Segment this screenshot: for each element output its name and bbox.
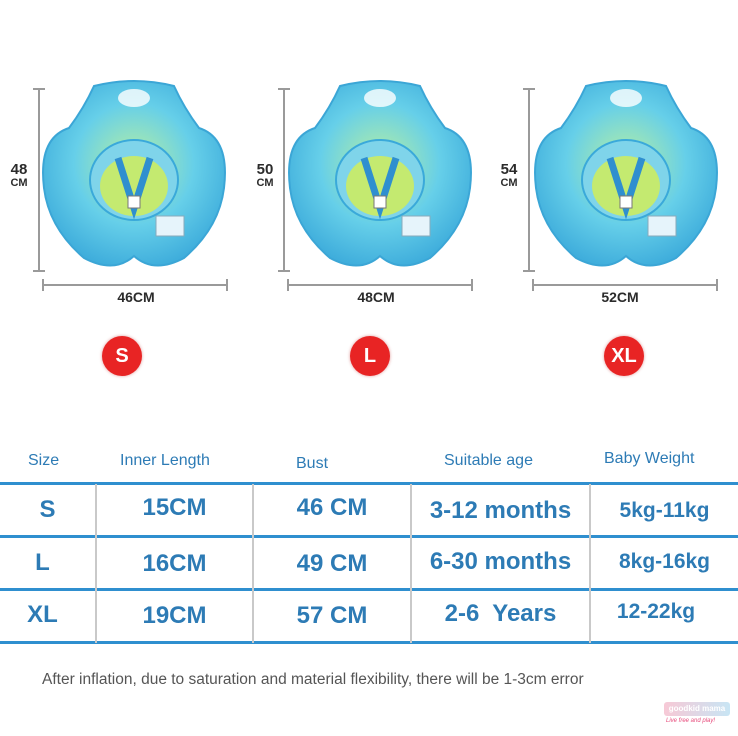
column-divider <box>252 484 254 643</box>
swim-float-image-s <box>34 78 234 278</box>
table-cell-inner-length: 19CM <box>142 602 207 629</box>
width-label-l: 48CM <box>357 289 395 305</box>
table-cell-weight: 5kg-11kg <box>619 499 710 522</box>
header-baby-weight: Baby Weight <box>604 450 695 467</box>
header-bust: Bust <box>296 455 329 472</box>
width-label-xl: 52CM <box>601 289 639 305</box>
table-rule-top <box>0 482 738 485</box>
height-dimension-line-xl <box>523 88 535 272</box>
header-suitable-age: Suitable age <box>444 452 533 469</box>
header-size: Size <box>28 452 60 469</box>
header-inner-length: Inner Length <box>120 452 210 469</box>
table-cell-size: S <box>39 496 56 523</box>
width-label-s: 46CM <box>117 289 155 305</box>
column-divider <box>589 484 591 643</box>
width-dimension-line-l <box>287 279 473 291</box>
width-dimension-line-s <box>42 279 228 291</box>
size-badge-s: S <box>102 336 142 376</box>
table-cell-inner-length: 15CM <box>142 494 207 521</box>
size-badge-l: L <box>350 336 390 376</box>
column-divider <box>95 484 97 643</box>
table-rule-1 <box>0 535 738 538</box>
height-label-l: 50 CM <box>256 161 274 189</box>
table-cell-weight: 12-22kg <box>616 600 696 623</box>
size-badge-xl: XL <box>604 336 644 376</box>
height-dimension-line-l <box>278 88 290 272</box>
table-cell-size: L <box>35 549 50 576</box>
watermark-tagline: Live free and play! <box>666 718 716 724</box>
table-cell-size: XL <box>27 601 58 628</box>
baby-swim-float-icon <box>534 80 718 267</box>
height-label-xl: 54 CM <box>500 161 518 189</box>
baby-swim-float-icon <box>42 80 226 267</box>
table-cell-age: 2-6 Years <box>444 600 557 627</box>
width-dimension-line-xl <box>532 279 718 291</box>
column-divider <box>410 484 412 643</box>
height-label-s: 48 CM <box>10 161 28 189</box>
table-cell-age: 6-30 months <box>429 548 572 575</box>
table-cell-weight: 8kg-16kg <box>618 550 711 573</box>
brand-watermark: goodkid mama Live free and play! <box>664 690 732 730</box>
table-rule-bottom <box>0 641 738 644</box>
table-cell-bust: 49 CM <box>296 550 368 577</box>
swim-float-image-l <box>280 78 480 278</box>
table-cell-inner-length: 16CM <box>142 550 207 577</box>
inflation-error-note: After inflation, due to saturation and m… <box>42 671 584 688</box>
table-rule-2 <box>0 588 738 591</box>
table-cell-bust: 46 CM <box>296 494 368 521</box>
height-dimension-line-s <box>33 88 45 272</box>
swim-float-image-xl <box>526 78 726 278</box>
table-cell-bust: 57 CM <box>296 602 368 629</box>
watermark-brand: goodkid mama <box>664 702 730 716</box>
baby-swim-float-icon <box>288 80 472 267</box>
table-cell-age: 3-12 months <box>429 497 572 524</box>
